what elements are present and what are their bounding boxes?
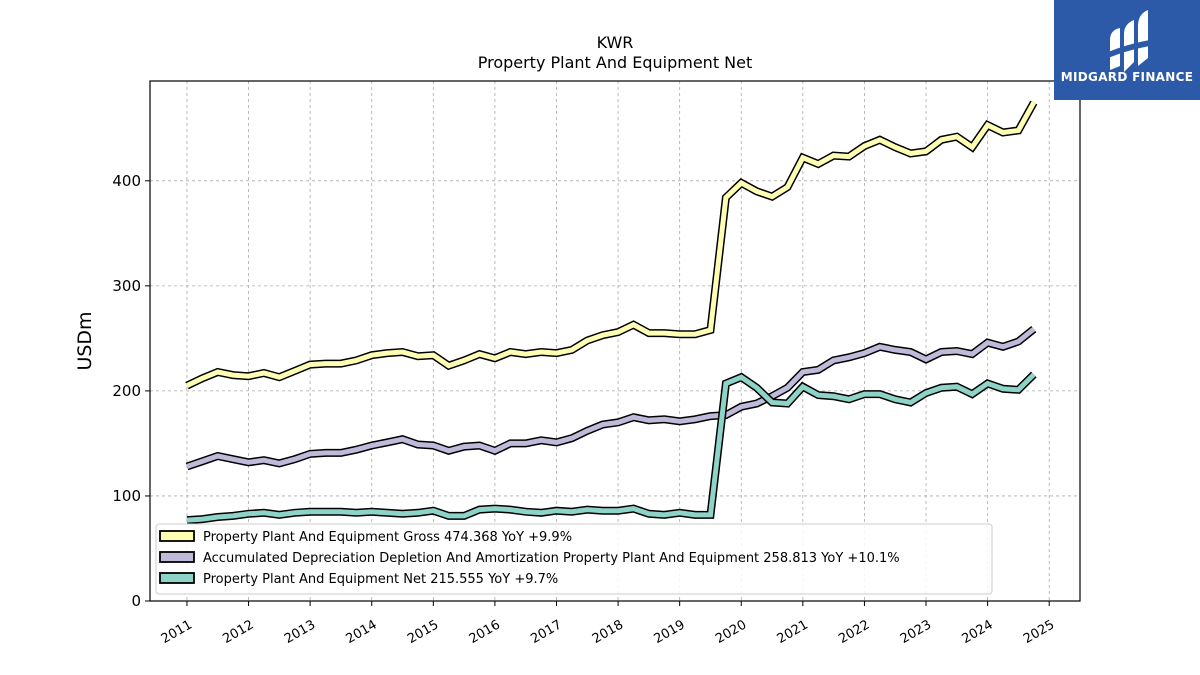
series-line	[186, 372, 1036, 523]
series-3	[186, 371, 1037, 525]
y-axis-label: USDm	[74, 311, 96, 370]
legend-entry: Accumulated Depreciation Depletion And A…	[203, 551, 900, 566]
legend: Property Plant And Equipment Gross 474.3…	[155, 523, 993, 595]
legend-swatch	[159, 530, 195, 542]
plot-frame	[149, 80, 1081, 602]
legend-swatch	[159, 551, 195, 563]
legend-swatch	[159, 572, 195, 584]
series-2	[185, 325, 1037, 471]
logo-text: MIDGARD FINANCE	[1061, 70, 1193, 84]
legend-entry: Property Plant And Equipment Net 215.555…	[203, 572, 558, 587]
series-lines	[185, 100, 1038, 525]
chart-subtitle: Property Plant And Equipment Net	[478, 53, 753, 72]
legend-entry: Property Plant And Equipment Gross 474.3…	[203, 530, 572, 545]
legend-box	[155, 523, 993, 595]
y-tick-label: 300	[112, 277, 141, 295]
series-1	[185, 100, 1038, 390]
series-line	[186, 327, 1036, 469]
y-tick-label: 200	[112, 382, 141, 400]
midgard-logo-icon	[1108, 10, 1150, 72]
series-line	[185, 101, 1036, 388]
brand-logo: MIDGARD FINANCE	[1054, 0, 1200, 100]
y-tick-label: 100	[112, 487, 141, 505]
chart-title: KWR	[597, 33, 634, 52]
y-axis: 0 100 200 300 400	[112, 172, 150, 610]
y-tick-label: 400	[112, 172, 141, 190]
y-tick-label: 0	[131, 592, 141, 610]
